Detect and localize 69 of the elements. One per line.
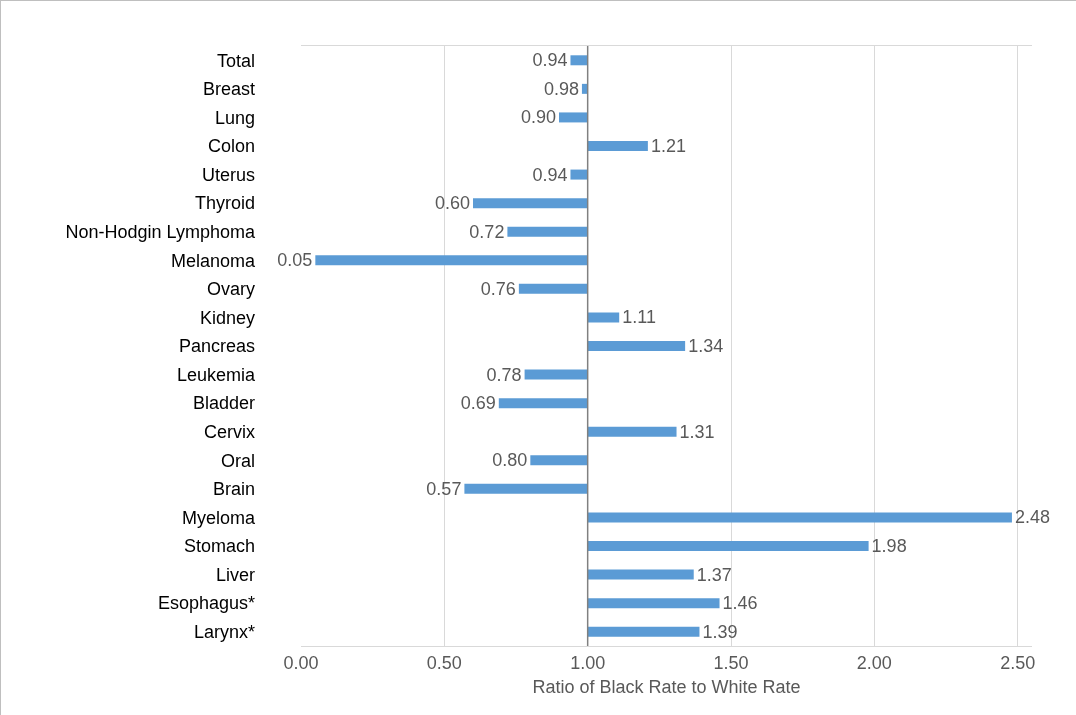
x-tick-label: 0.00: [283, 652, 319, 673]
y-tick-label: Colon: [207, 136, 255, 157]
y-tick-label: Oral: [220, 450, 255, 471]
x-tick-label: 2.00: [856, 652, 892, 673]
bar: [587, 312, 620, 323]
bar: [559, 112, 588, 123]
data-label: 1.46: [722, 593, 758, 614]
data-label: 0.90: [520, 107, 556, 128]
bar: [498, 398, 588, 409]
data-label: 1.11: [622, 307, 656, 328]
y-tick-label: Pancreas: [178, 336, 255, 357]
bar: [507, 226, 588, 237]
x-tick-label: 2.50: [1000, 652, 1036, 673]
y-tick-label: Esophagus*: [157, 593, 255, 614]
data-label: 1.37: [696, 564, 732, 585]
bar: [587, 598, 720, 609]
y-tick-label: Kidney: [199, 307, 255, 328]
data-label: 0.78: [486, 364, 522, 385]
x-tick-label: 0.50: [426, 652, 462, 673]
bar: [587, 626, 700, 637]
bar: [464, 483, 588, 494]
data-label: 0.94: [532, 164, 568, 185]
data-label: 1.34: [688, 336, 724, 356]
y-tick-label: Cervix: [203, 422, 255, 443]
y-tick-label: Stomach: [183, 536, 255, 557]
data-label: 0.98: [543, 78, 579, 99]
bar: [473, 198, 588, 209]
y-tick-label: Lung: [214, 107, 255, 128]
data-label: 0.76: [480, 278, 516, 299]
data-label: 2.48: [1014, 507, 1050, 528]
y-tick-label: Thyroid: [194, 193, 255, 214]
bar: [524, 369, 588, 380]
y-tick-label: Liver: [215, 564, 255, 585]
data-label: 0.80: [492, 450, 528, 471]
data-label: 1.21: [650, 136, 686, 156]
data-label: 1.31: [679, 421, 715, 442]
y-tick-label: Ovary: [206, 279, 255, 300]
y-tick-label: Melanoma: [170, 250, 256, 271]
data-label: 1.39: [702, 621, 738, 642]
data-label: 0.57: [426, 478, 462, 499]
y-tick-label: Larynx*: [193, 622, 255, 643]
bar: [587, 541, 869, 551]
bar: [570, 169, 588, 180]
y-tick-label: Breast: [202, 79, 255, 100]
data-label: 0.94: [532, 50, 568, 71]
x-tick-label: 1.00: [570, 652, 606, 673]
y-tick-label: Bladder: [192, 393, 255, 414]
data-label: 0.72: [469, 221, 505, 242]
y-tick-label: Leukemia: [176, 364, 256, 385]
data-label: 1.98: [871, 536, 907, 556]
bar: [587, 426, 677, 437]
bar: [587, 141, 648, 151]
x-tick-label: 1.50: [713, 652, 749, 673]
data-label: 0.05: [277, 250, 313, 271]
bar: [570, 55, 588, 66]
x-axis-title: Ratio of Black Rate to White Rate: [532, 676, 801, 697]
y-tick-label: Uterus: [201, 164, 255, 185]
y-tick-label: Myeloma: [181, 507, 256, 528]
bar: [587, 512, 1012, 523]
data-label: 0.69: [460, 393, 496, 414]
bar: [587, 569, 694, 580]
data-label: 0.60: [434, 193, 470, 214]
bar: [518, 283, 588, 294]
y-tick-label: Total: [216, 50, 255, 71]
bar: [530, 455, 588, 466]
bar: [315, 255, 588, 266]
y-tick-label: Brain: [212, 479, 255, 500]
bar: [587, 341, 686, 351]
y-tick-label: Non-Hodgin Lymphoma: [65, 222, 256, 243]
